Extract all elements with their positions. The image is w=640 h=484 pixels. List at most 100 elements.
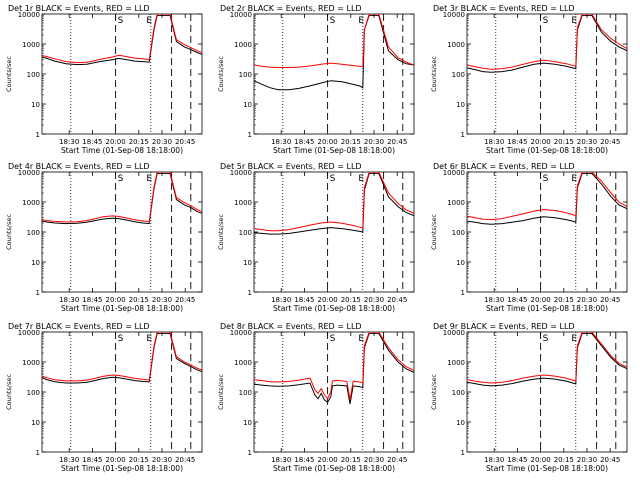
axes-frame (466, 13, 628, 135)
y-axis-label: Counts/sec (430, 56, 438, 92)
x-tick-label: 18:45 (294, 138, 314, 146)
x-tick-label: 20:15 (129, 456, 149, 464)
event-marker-label: E (358, 16, 364, 26)
y-tick-label: 1000 (447, 359, 465, 367)
series-line-events (254, 172, 414, 235)
panel-title: Det 5r BLACK = Events, RED = LLD (220, 162, 362, 171)
panel-det-9r: Det 9r BLACK = Events, RED = LLD 1 10 100 10… (430, 322, 628, 473)
event-marker-label: S (118, 334, 124, 344)
x-tick-label: 20:45 (175, 296, 195, 304)
y-tick-label: 100 (239, 229, 252, 237)
x-tick-label: 20:00 (318, 456, 338, 464)
x-tick-label: 20:00 (318, 296, 338, 304)
y-tick-label: 1000 (447, 199, 465, 207)
x-tick-label: 18:30 (59, 296, 79, 304)
x-tick-label: 18:45 (82, 138, 102, 146)
y-tick-label: 1 (36, 131, 40, 139)
x-tick-label: 18:30 (59, 456, 79, 464)
panel-det-1r: Det 1r BLACK = Events, RED = LLD 1 10 100 10… (5, 4, 203, 155)
y-tick-label: 10000 (230, 169, 252, 177)
event-marker-label: E (571, 174, 577, 184)
x-tick-label: 18:30 (484, 138, 504, 146)
series-line-events (467, 14, 627, 73)
series-line-events (254, 332, 414, 404)
y-tick-label: 1 (36, 449, 40, 457)
x-tick-label: 20:30 (152, 138, 172, 146)
event-marker-label: E (571, 16, 577, 26)
series-line-lld (42, 14, 202, 64)
y-tick-label: 1000 (234, 199, 252, 207)
y-tick-label: 10000 (18, 11, 40, 19)
panel-title: Det 7r BLACK = Events, RED = LLD (8, 322, 150, 331)
event-marker-label: S (543, 334, 549, 344)
y-tick-label: 1000 (447, 41, 465, 49)
x-tick-label: 18:30 (271, 138, 291, 146)
y-tick-label: 1 (248, 131, 252, 139)
x-tick-label: 20:00 (318, 138, 338, 146)
y-tick-label: 100 (452, 71, 465, 79)
y-axis-label: Counts/sec (430, 374, 438, 410)
x-tick-label: 18:45 (507, 456, 527, 464)
panel-det-7r: Det 7r BLACK = Events, RED = LLD 1 10 100 10… (5, 322, 203, 473)
x-tick-label: 18:30 (484, 456, 504, 464)
y-tick-label: 10000 (230, 11, 252, 19)
x-axis-label: Start Time (01-Sep-08 18:18:00) (273, 146, 395, 155)
event-marker-label: E (146, 334, 152, 344)
y-tick-label: 1 (461, 289, 465, 297)
x-tick-label: 20:30 (364, 138, 384, 146)
y-tick-label: 1000 (22, 359, 40, 367)
event-marker-label: E (571, 334, 577, 344)
y-axis-label: Counts/sec (5, 214, 13, 250)
panel-det-3r: Det 3r BLACK = Events, RED = LLD 1 10 100 10… (430, 4, 628, 155)
x-tick-label: 18:30 (271, 456, 291, 464)
x-axis-label: Start Time (01-Sep-08 18:18:00) (273, 464, 395, 473)
series-line-events (467, 172, 627, 225)
panel-title: Det 8r BLACK = Events, RED = LLD (220, 322, 362, 331)
x-tick-label: 20:00 (106, 138, 126, 146)
axes-frame (466, 331, 628, 453)
y-tick-label: 10 (31, 101, 40, 109)
y-tick-label: 100 (452, 389, 465, 397)
x-tick-label: 20:15 (341, 138, 361, 146)
panel-det-4r: Det 4r BLACK = Events, RED = LLD 1 10 100 10… (5, 162, 203, 313)
y-tick-label: 1000 (22, 199, 40, 207)
x-tick-label: 18:30 (271, 296, 291, 304)
x-tick-label: 20:45 (600, 456, 620, 464)
x-axis-label: Start Time (01-Sep-08 18:18:00) (486, 146, 608, 155)
event-marker-label: E (146, 174, 152, 184)
y-tick-label: 100 (27, 71, 40, 79)
series-line-events (42, 172, 202, 225)
x-axis-label: Start Time (01-Sep-08 18:18:00) (61, 464, 183, 473)
event-marker-label: S (543, 16, 549, 26)
x-tick-label: 20:45 (387, 138, 407, 146)
x-tick-label: 20:00 (531, 138, 551, 146)
y-tick-label: 10 (31, 259, 40, 267)
event-marker-label: S (330, 174, 336, 184)
y-tick-label: 10 (243, 259, 252, 267)
x-tick-label: 18:45 (507, 296, 527, 304)
y-tick-label: 10 (456, 419, 465, 427)
y-tick-label: 10 (243, 419, 252, 427)
x-tick-label: 20:30 (152, 296, 172, 304)
x-tick-label: 20:45 (387, 296, 407, 304)
x-tick-label: 18:45 (507, 138, 527, 146)
x-tick-label: 20:00 (531, 296, 551, 304)
panel-det-5r: Det 5r BLACK = Events, RED = LLD 1 10 100 10… (217, 162, 415, 313)
x-tick-label: 20:15 (129, 138, 149, 146)
x-tick-label: 20:15 (341, 296, 361, 304)
series-line-lld (254, 332, 414, 400)
series-line-lld (467, 332, 627, 384)
x-tick-label: 18:45 (82, 456, 102, 464)
event-marker-label: S (543, 174, 549, 184)
x-tick-label: 20:45 (387, 456, 407, 464)
y-tick-label: 10000 (443, 169, 465, 177)
y-tick-label: 10 (243, 101, 252, 109)
x-tick-label: 20:00 (531, 456, 551, 464)
series-line-lld (467, 14, 627, 70)
y-tick-label: 10000 (443, 11, 465, 19)
event-marker-label: S (330, 16, 336, 26)
panel-title: Det 1r BLACK = Events, RED = LLD (8, 4, 150, 13)
series-line-lld (254, 172, 414, 232)
series-line-events (467, 332, 627, 387)
axes-frame (253, 13, 415, 135)
